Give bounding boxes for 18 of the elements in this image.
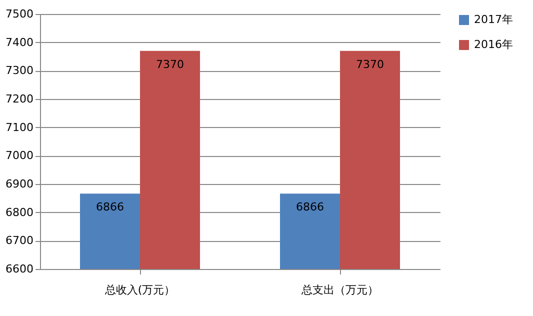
- y-tick-label: 7000: [6, 149, 34, 162]
- legend-label: 2017年: [474, 13, 513, 26]
- y-tick-label: 6900: [6, 178, 34, 190]
- y-tick-label: 6700: [6, 234, 34, 248]
- y-tick-label: 6600: [6, 262, 34, 276]
- y-tick-label: 7200: [6, 92, 34, 106]
- x-tick-label: 总收入(万元）: [104, 284, 176, 296]
- data-label: 7370: [156, 58, 184, 71]
- y-tick-label: 7400: [6, 36, 34, 49]
- y-tick-label: 7100: [6, 120, 34, 134]
- x-tick-label: 总支出（万元）: [300, 284, 378, 296]
- y-tick-label: 7500: [6, 8, 34, 20]
- data-label: 6866: [96, 200, 124, 214]
- data-label: 6866: [296, 200, 324, 214]
- y-tick-label: 6800: [6, 206, 34, 219]
- y-tick-label: 7300: [6, 64, 34, 78]
- data-label: 7370: [356, 58, 384, 71]
- legend-label: 2016年: [474, 38, 513, 51]
